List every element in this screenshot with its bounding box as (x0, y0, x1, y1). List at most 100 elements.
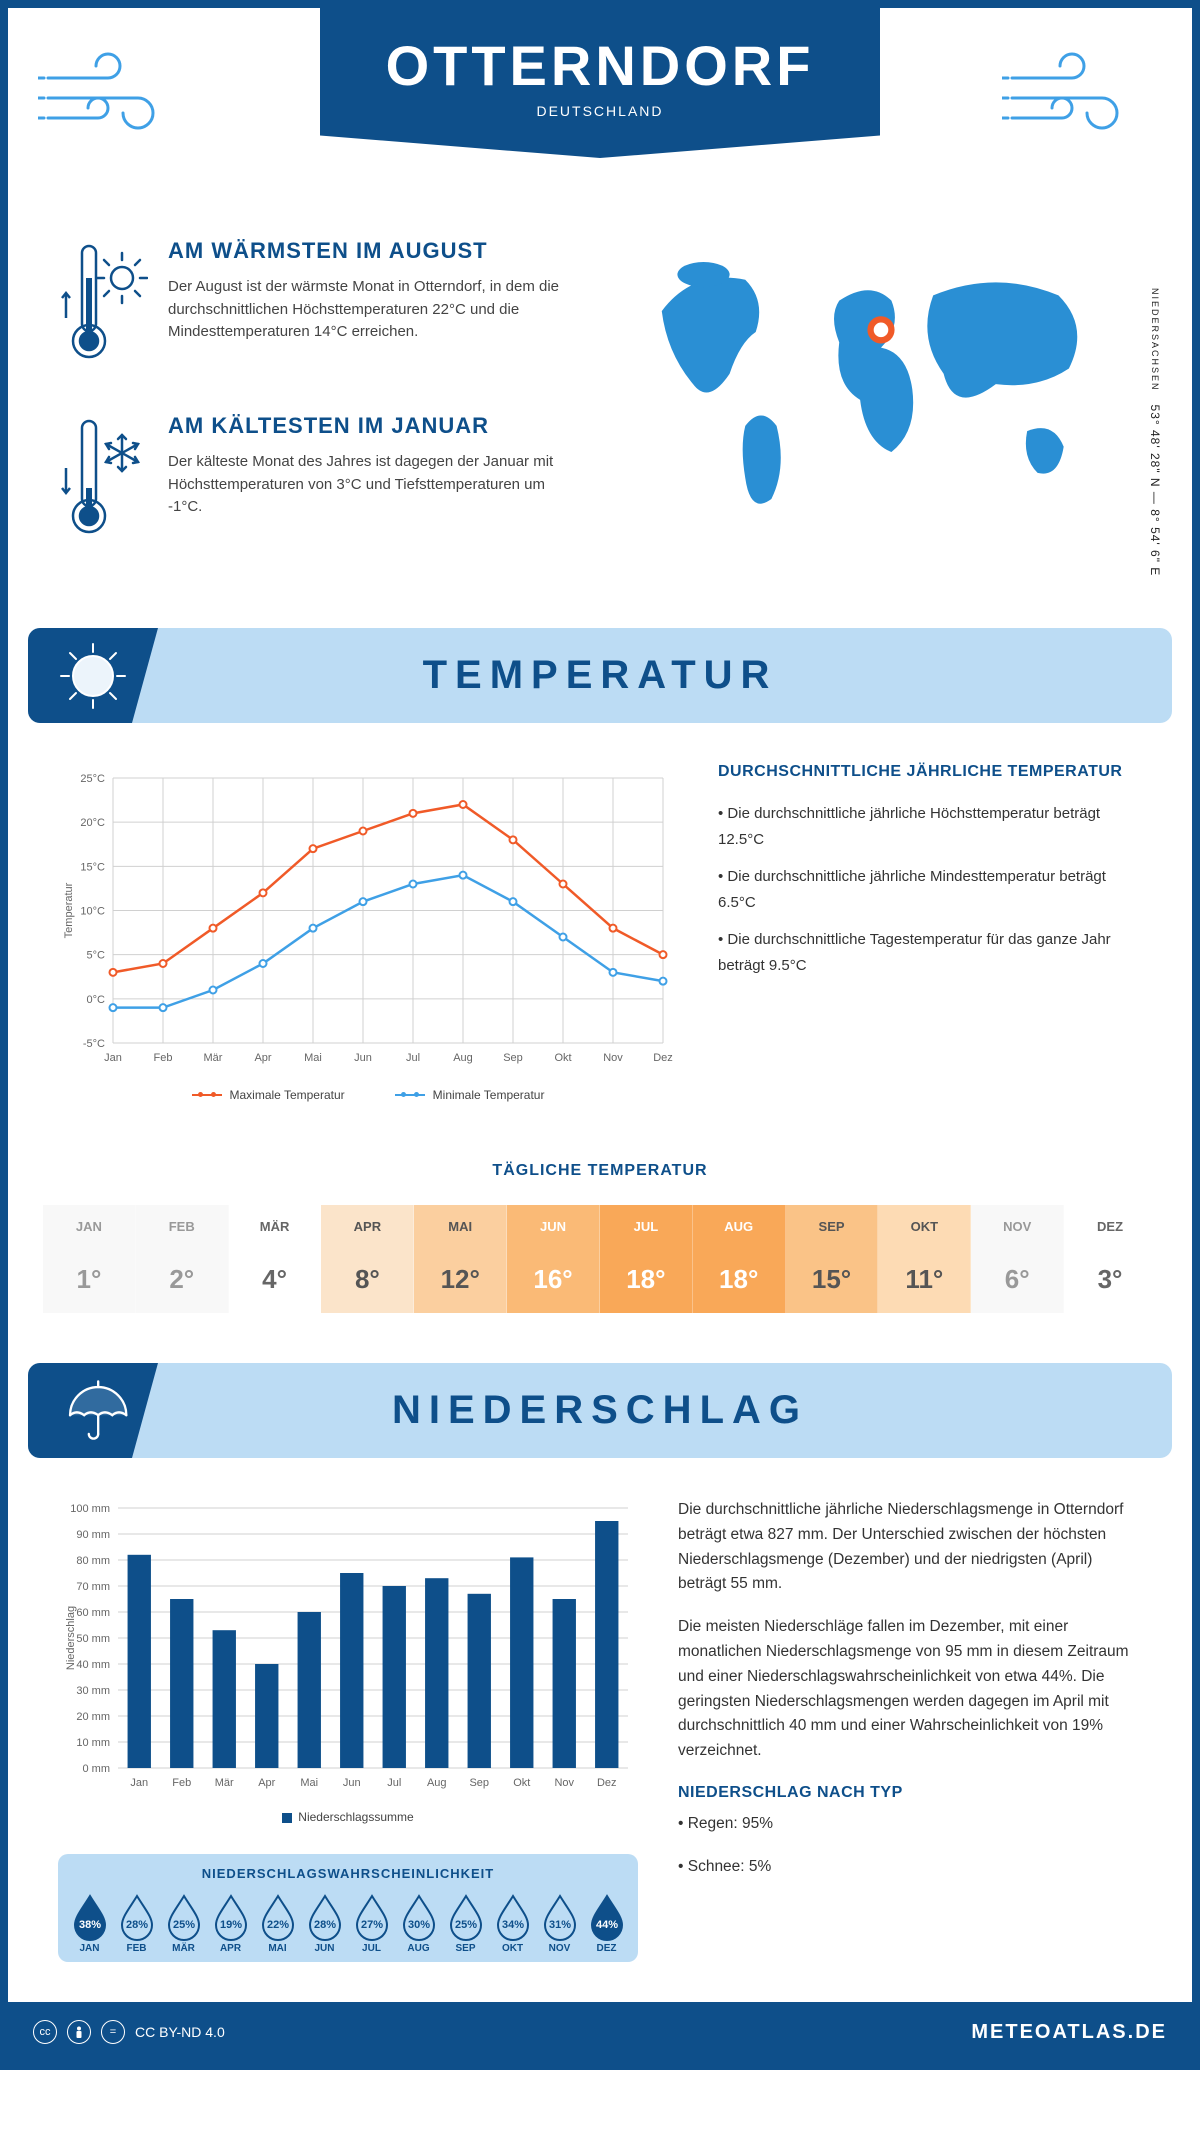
probability-title: NIEDERSCHLAGSWAHRSCHEINLICHKEIT (66, 1866, 630, 1881)
umbrella-tab-icon (28, 1363, 158, 1458)
coldest-text: Der kälteste Monat des Jahres ist dagege… (168, 451, 580, 519)
precip-type-bullet: • Regen: 95% (678, 1812, 1142, 1837)
svg-text:Jul: Jul (387, 1777, 401, 1789)
svg-text:Temperatur: Temperatur (63, 882, 75, 938)
nd-icon: = (101, 2020, 125, 2044)
svg-text:Mär: Mär (204, 1052, 223, 1064)
daily-temp-cell: MAI12° (414, 1205, 507, 1313)
svg-text:20 mm: 20 mm (76, 1711, 110, 1723)
svg-text:27%: 27% (360, 1919, 382, 1931)
daily-temp-cell: NOV6° (971, 1205, 1064, 1313)
warmest-text: Der August ist der wärmste Monat in Otte… (168, 276, 580, 344)
probability-cell: 27%JUL (348, 1893, 395, 1954)
daily-temp-cell: JUN16° (507, 1205, 600, 1313)
svg-text:Jan: Jan (130, 1777, 148, 1789)
svg-text:Dez: Dez (597, 1777, 617, 1789)
intro-section: AM WÄRMSTEN IM AUGUST Der August ist der… (8, 208, 1192, 628)
probability-cell: 22%MAI (254, 1893, 301, 1954)
daily-temp-cell: AUG18° (693, 1205, 786, 1313)
temperature-section: -5°C0°C5°C10°C15°C20°C25°CJanFebMärAprMa… (8, 723, 1192, 1142)
svg-text:Dez: Dez (653, 1052, 673, 1064)
svg-text:Nov: Nov (554, 1777, 574, 1789)
footer-brand: METEOATLAS.DE (971, 2021, 1167, 2044)
avg-temp-title: DURCHSCHNITTLICHE JÄHRLICHE TEMPERATUR (718, 763, 1142, 781)
daily-temp-table: JAN1°FEB2°MÄR4°APR8°MAI12°JUN16°JUL18°AU… (43, 1205, 1157, 1313)
svg-text:Mär: Mär (215, 1777, 234, 1789)
precip-paragraph: Die durchschnittliche jährliche Niedersc… (678, 1498, 1142, 1597)
svg-text:40 mm: 40 mm (76, 1659, 110, 1671)
svg-text:Sep: Sep (469, 1777, 489, 1789)
thermometer-cold-icon (58, 413, 148, 553)
svg-text:Feb: Feb (154, 1052, 173, 1064)
probability-cell: 44%DEZ (583, 1893, 630, 1954)
svg-text:30 mm: 30 mm (76, 1685, 110, 1697)
svg-text:Jun: Jun (354, 1052, 372, 1064)
svg-text:Mai: Mai (304, 1052, 322, 1064)
svg-text:Niederschlag: Niederschlag (65, 1606, 77, 1670)
svg-text:50 mm: 50 mm (76, 1633, 110, 1645)
daily-temp-cell: JUL18° (600, 1205, 693, 1313)
temperature-sidebar: DURCHSCHNITTLICHE JÄHRLICHE TEMPERATUR •… (718, 763, 1142, 1102)
temp-bullet: • Die durchschnittliche jährliche Höchst… (718, 801, 1142, 852)
svg-text:Sep: Sep (503, 1052, 523, 1064)
svg-text:60 mm: 60 mm (76, 1607, 110, 1619)
daily-temp-cell: OKT11° (878, 1205, 971, 1313)
temp-bullet: • Die durchschnittliche Tagestemperatur … (718, 927, 1142, 978)
precipitation-legend: Niederschlagssumme (58, 1810, 638, 1824)
daily-temp-cell: JAN1° (43, 1205, 136, 1313)
coordinates-label: NIEDERSACHSEN 53° 48' 28" N — 8° 54' 6" … (1148, 288, 1162, 576)
probability-row: 38%JAN28%FEB25%MÄR19%APR22%MAI28%JUN27%J… (66, 1893, 630, 1954)
probability-cell: 25%SEP (442, 1893, 489, 1954)
svg-text:25°C: 25°C (80, 773, 105, 785)
temperature-heading: TEMPERATUR (188, 653, 1172, 698)
svg-text:Jul: Jul (406, 1052, 420, 1064)
city-title: OTTERNDORF (320, 33, 880, 98)
svg-text:90 mm: 90 mm (76, 1529, 110, 1541)
warmest-block: AM WÄRMSTEN IM AUGUST Der August ist der… (58, 238, 580, 378)
svg-text:Okt: Okt (554, 1052, 571, 1064)
probability-cell: 38%JAN (66, 1893, 113, 1954)
precipitation-heading: NIEDERSCHLAG (188, 1388, 1172, 1433)
daily-temp-cell: DEZ3° (1064, 1205, 1157, 1313)
sun-tab-icon (28, 628, 158, 723)
svg-text:10°C: 10°C (80, 906, 105, 918)
svg-text:19%: 19% (219, 1919, 241, 1931)
svg-text:28%: 28% (125, 1919, 147, 1931)
temperature-legend: Maximale Temperatur Minimale Temperatur (58, 1088, 678, 1102)
svg-text:0 mm: 0 mm (83, 1763, 111, 1775)
probability-cell: 31%NOV (536, 1893, 583, 1954)
header-banner: OTTERNDORF DEUTSCHLAND (320, 8, 880, 158)
license-text: CC BY-ND 4.0 (135, 2024, 225, 2040)
svg-text:Feb: Feb (172, 1777, 191, 1789)
svg-text:10 mm: 10 mm (76, 1737, 110, 1749)
temp-bullet: • Die durchschnittliche jährliche Mindes… (718, 864, 1142, 915)
cc-icon: cc (33, 2020, 57, 2044)
svg-text:Jun: Jun (343, 1777, 361, 1789)
svg-text:Aug: Aug (453, 1052, 473, 1064)
svg-text:20°C: 20°C (80, 817, 105, 829)
svg-text:25%: 25% (454, 1919, 476, 1931)
svg-text:30%: 30% (407, 1919, 429, 1931)
svg-text:70 mm: 70 mm (76, 1581, 110, 1593)
svg-text:5°C: 5°C (87, 950, 106, 962)
svg-text:Mai: Mai (300, 1777, 318, 1789)
temperature-chart-column: -5°C0°C5°C10°C15°C20°C25°CJanFebMärAprMa… (58, 763, 678, 1102)
daily-temp-cell: APR8° (321, 1205, 414, 1313)
precipitation-left: 0 mm10 mm20 mm30 mm40 mm50 mm60 mm70 mm8… (58, 1498, 638, 1962)
world-map-icon (620, 238, 1142, 518)
probability-cell: 28%FEB (113, 1893, 160, 1954)
page: OTTERNDORF DEUTSCHLAND AM WÄRMSTEN IM AU… (0, 0, 1200, 2070)
license-block: cc = CC BY-ND 4.0 (33, 2020, 225, 2044)
svg-text:Nov: Nov (603, 1052, 623, 1064)
svg-text:44%: 44% (595, 1919, 617, 1931)
probability-cell: 28%JUN (301, 1893, 348, 1954)
svg-text:38%: 38% (78, 1919, 100, 1931)
svg-text:31%: 31% (548, 1919, 570, 1931)
probability-box: NIEDERSCHLAGSWAHRSCHEINLICHKEIT 38%JAN28… (58, 1854, 638, 1962)
by-icon (67, 2020, 91, 2044)
svg-text:100 mm: 100 mm (70, 1503, 110, 1515)
probability-cell: 25%MÄR (160, 1893, 207, 1954)
header: OTTERNDORF DEUTSCHLAND (8, 8, 1192, 208)
svg-text:25%: 25% (172, 1919, 194, 1931)
svg-text:Apr: Apr (254, 1052, 271, 1064)
